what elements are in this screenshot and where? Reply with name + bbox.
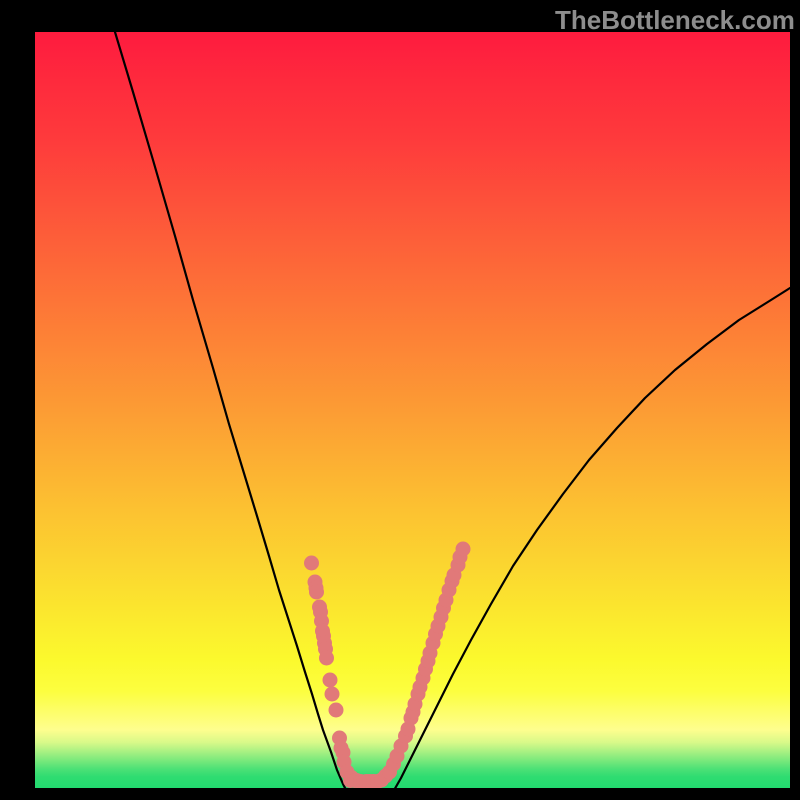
marker-group: [304, 542, 471, 789]
chart-container: TheBottleneck.com: [0, 0, 800, 800]
data-marker: [329, 703, 344, 718]
data-marker: [456, 542, 471, 557]
data-marker: [319, 651, 334, 666]
plot-area: [35, 32, 790, 788]
data-marker: [325, 687, 340, 702]
chart-overlay: [35, 32, 790, 788]
data-marker: [304, 556, 319, 571]
data-marker: [323, 673, 338, 688]
bottleneck-curve: [115, 32, 790, 788]
data-marker: [309, 585, 324, 600]
